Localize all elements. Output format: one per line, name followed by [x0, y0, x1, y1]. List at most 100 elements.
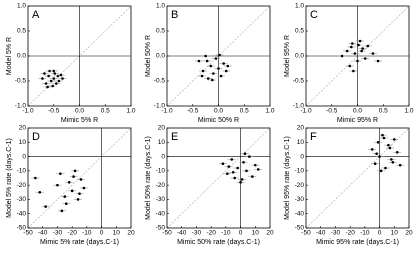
data-point	[236, 166, 239, 170]
x-tick-label: -40	[177, 230, 187, 237]
data-point	[219, 74, 223, 78]
data-point	[248, 155, 251, 158]
data-point	[351, 42, 354, 45]
data-point	[38, 190, 42, 194]
data-point	[233, 176, 236, 180]
x-tick-label: -20	[345, 230, 355, 237]
y-tick-label: -30	[156, 196, 166, 203]
data-point	[221, 162, 225, 166]
x-axis-title: Mimic 50% R	[198, 117, 239, 124]
data-point	[73, 169, 77, 173]
y-tick-label: 0	[22, 153, 26, 160]
y-tick-label: -0.5	[154, 78, 166, 85]
x-tick-label: 0.5	[101, 108, 110, 115]
x-axis-title: Mimic 95% R	[337, 117, 378, 124]
data-point	[59, 73, 63, 77]
data-point	[52, 77, 56, 80]
y-tick-label: 20	[158, 125, 166, 132]
panel-label: A	[32, 9, 40, 21]
data-point	[340, 54, 344, 58]
data-point	[47, 74, 50, 78]
data-point	[34, 176, 37, 180]
data-point	[49, 79, 53, 83]
data-point	[358, 39, 362, 43]
x-tick-label: 10	[391, 230, 399, 237]
data-point	[76, 198, 80, 201]
panel-label: D	[32, 131, 40, 143]
x-axis-title: Mimic 95% rate (days.C-1)	[316, 239, 399, 246]
y-tick-label: -1.0	[154, 103, 166, 110]
data-point	[376, 140, 380, 144]
x-tick-label: -1.0	[22, 108, 34, 115]
y-axis-title: Model 95% rate (days.C-1)	[284, 136, 291, 220]
y-tick-label: -20	[295, 182, 305, 189]
x-tick-label: -40	[316, 230, 326, 237]
data-point	[41, 77, 44, 80]
data-point	[209, 64, 213, 68]
y-tick-label: -30	[295, 196, 305, 203]
data-point	[392, 138, 396, 141]
y-tick-label: 0	[300, 153, 304, 160]
data-point	[230, 158, 234, 161]
y-tick-label: 0.0	[156, 53, 165, 60]
x-tick-label: -0.5	[187, 108, 199, 115]
y-tick-label: 0.5	[17, 28, 26, 35]
y-tick-label: -40	[295, 210, 305, 217]
data-point	[48, 69, 51, 73]
x-tick-label: -10	[82, 230, 92, 237]
y-axis-title: Model 50% R	[145, 35, 152, 77]
x-tick-label: -0.5	[48, 108, 60, 115]
data-point	[226, 172, 229, 176]
data-point	[72, 175, 75, 178]
x-tick-label: -10	[221, 230, 231, 237]
data-point	[390, 158, 393, 161]
y-tick-label: 10	[297, 139, 305, 146]
data-point	[243, 152, 247, 156]
data-point	[197, 59, 201, 63]
x-tick-label: 0.0	[214, 108, 223, 115]
panel-label: E	[171, 131, 178, 143]
y-tick-label: 10	[19, 139, 27, 146]
data-point	[391, 160, 395, 164]
identity-line	[166, 127, 271, 229]
x-tick-label: 0	[100, 230, 104, 237]
x-tick-label: 20	[127, 230, 135, 237]
y-tick-label: -40	[156, 210, 166, 217]
panel-label: F	[310, 131, 317, 143]
x-tick-label: 10	[113, 230, 121, 237]
y-tick-label: -10	[17, 168, 27, 175]
x-tick-label: 1.0	[265, 108, 274, 115]
data-point	[360, 49, 363, 53]
data-point	[204, 54, 207, 58]
y-axis-title: Model 95% R	[284, 35, 291, 77]
data-point	[348, 64, 352, 68]
y-tick-label: 0	[161, 153, 165, 160]
x-tick-label: -30	[53, 230, 63, 237]
data-point	[44, 205, 47, 208]
data-point	[375, 152, 378, 156]
y-tick-label: -30	[17, 196, 27, 203]
x-tick-label: -20	[206, 230, 216, 237]
panel-label: B	[171, 9, 178, 21]
y-tick-label: -50	[156, 225, 166, 232]
x-tick-label: 1.0	[126, 108, 135, 115]
data-point	[55, 82, 58, 85]
data-point	[67, 180, 71, 184]
data-point	[70, 189, 74, 193]
y-tick-label: 10	[158, 139, 166, 146]
data-point	[214, 57, 218, 60]
y-tick-label: -0.5	[293, 78, 305, 85]
data-point	[381, 133, 384, 137]
data-point	[245, 169, 248, 173]
data-point	[231, 170, 235, 174]
data-point	[384, 166, 387, 170]
data-point	[222, 62, 225, 65]
y-tick-label: 0.0	[17, 53, 26, 60]
data-point	[56, 183, 59, 187]
x-tick-label: -30	[331, 230, 341, 237]
data-point	[379, 169, 383, 173]
plot-frame	[305, 127, 410, 229]
y-axis-title: Model 5% rate (days.C-1)	[6, 138, 13, 218]
data-point	[78, 192, 81, 196]
